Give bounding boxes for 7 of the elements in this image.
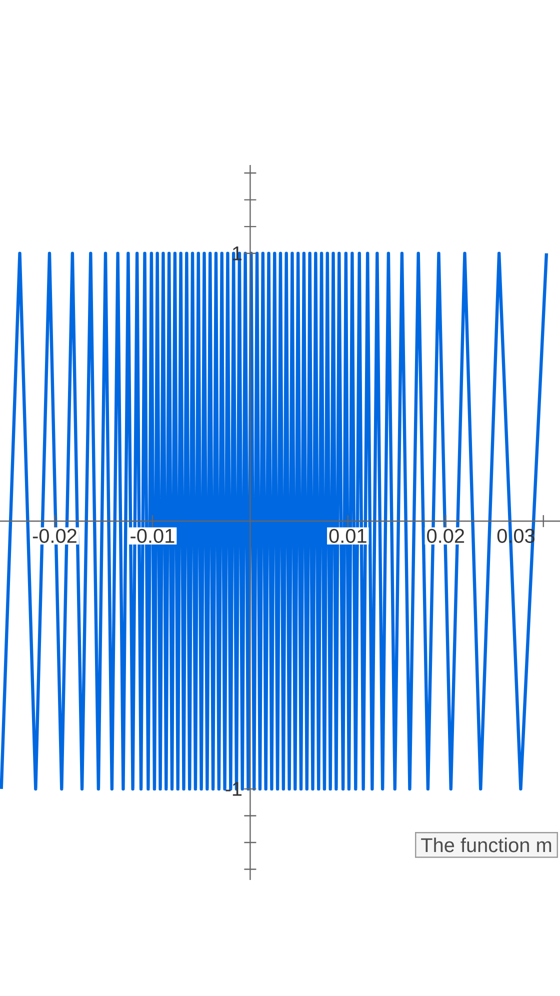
- annotation: The function m: [421, 838, 552, 852]
- x-tick-label: 0.01: [329, 528, 366, 543]
- y-tick-label: 1: [232, 246, 242, 260]
- x-tick-label: -0.02: [32, 528, 76, 543]
- x-tick-label: -0.01: [130, 528, 174, 543]
- x-tick-label: 0.02: [427, 528, 464, 543]
- y-tick-label: -1: [226, 782, 242, 796]
